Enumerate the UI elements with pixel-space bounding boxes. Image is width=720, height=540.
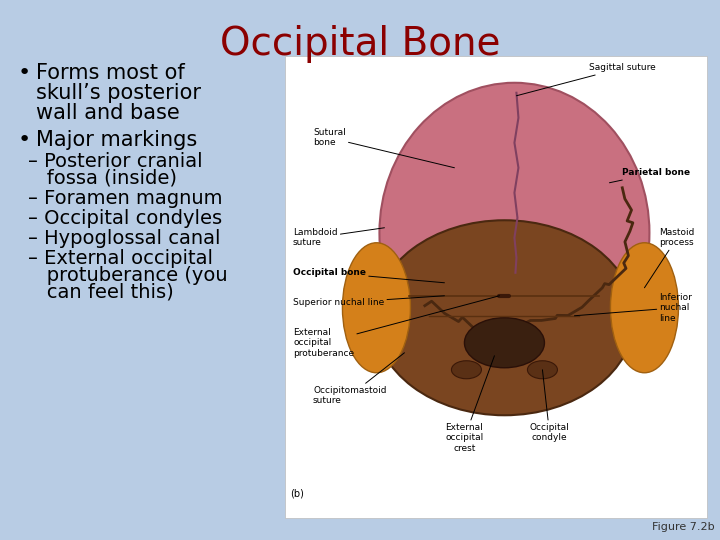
Text: Sagittal suture: Sagittal suture: [516, 63, 656, 96]
Text: Parietal bone: Parietal bone: [609, 168, 690, 183]
Ellipse shape: [464, 318, 544, 368]
Text: Major markings: Major markings: [36, 130, 197, 150]
Text: External
occipital
protuberance: External occipital protuberance: [293, 296, 500, 357]
Ellipse shape: [343, 243, 410, 373]
Text: – Posterior cranial: – Posterior cranial: [28, 152, 202, 171]
Ellipse shape: [528, 361, 557, 379]
Text: Superior nuchal line: Superior nuchal line: [293, 296, 444, 307]
Ellipse shape: [611, 243, 678, 373]
Text: Occipital Bone: Occipital Bone: [220, 25, 500, 63]
Text: Occipital
condyle: Occipital condyle: [530, 370, 570, 442]
FancyBboxPatch shape: [285, 56, 707, 518]
Text: wall and base: wall and base: [36, 103, 180, 123]
Text: – Foramen magnum: – Foramen magnum: [28, 189, 222, 208]
Text: Occipitomastoid
suture: Occipitomastoid suture: [313, 353, 405, 406]
Ellipse shape: [379, 83, 649, 383]
Text: skull’s posterior: skull’s posterior: [36, 83, 201, 103]
Text: Inferior
nuchal
line: Inferior nuchal line: [575, 293, 693, 323]
Text: Sutural
bone: Sutural bone: [313, 128, 454, 168]
Text: Lambdoid
suture: Lambdoid suture: [293, 228, 384, 247]
Text: fossa (inside): fossa (inside): [28, 169, 177, 188]
Text: Mastoid
process: Mastoid process: [644, 228, 695, 288]
Text: Occipital bone: Occipital bone: [293, 268, 444, 283]
Text: (b): (b): [290, 488, 304, 498]
Text: •: •: [18, 63, 31, 83]
Text: protuberance (you: protuberance (you: [28, 266, 228, 285]
Text: •: •: [18, 130, 31, 150]
Text: – Occipital condyles: – Occipital condyles: [28, 209, 222, 228]
Text: can feel this): can feel this): [28, 283, 174, 302]
Text: – External occipital: – External occipital: [28, 249, 213, 268]
Ellipse shape: [374, 220, 634, 415]
Text: Forms most of: Forms most of: [36, 63, 185, 83]
Ellipse shape: [451, 361, 482, 379]
Text: Figure 7.2b: Figure 7.2b: [652, 522, 715, 532]
Text: – Hypoglossal canal: – Hypoglossal canal: [28, 229, 220, 248]
Text: External
occipital
crest: External occipital crest: [445, 356, 495, 453]
